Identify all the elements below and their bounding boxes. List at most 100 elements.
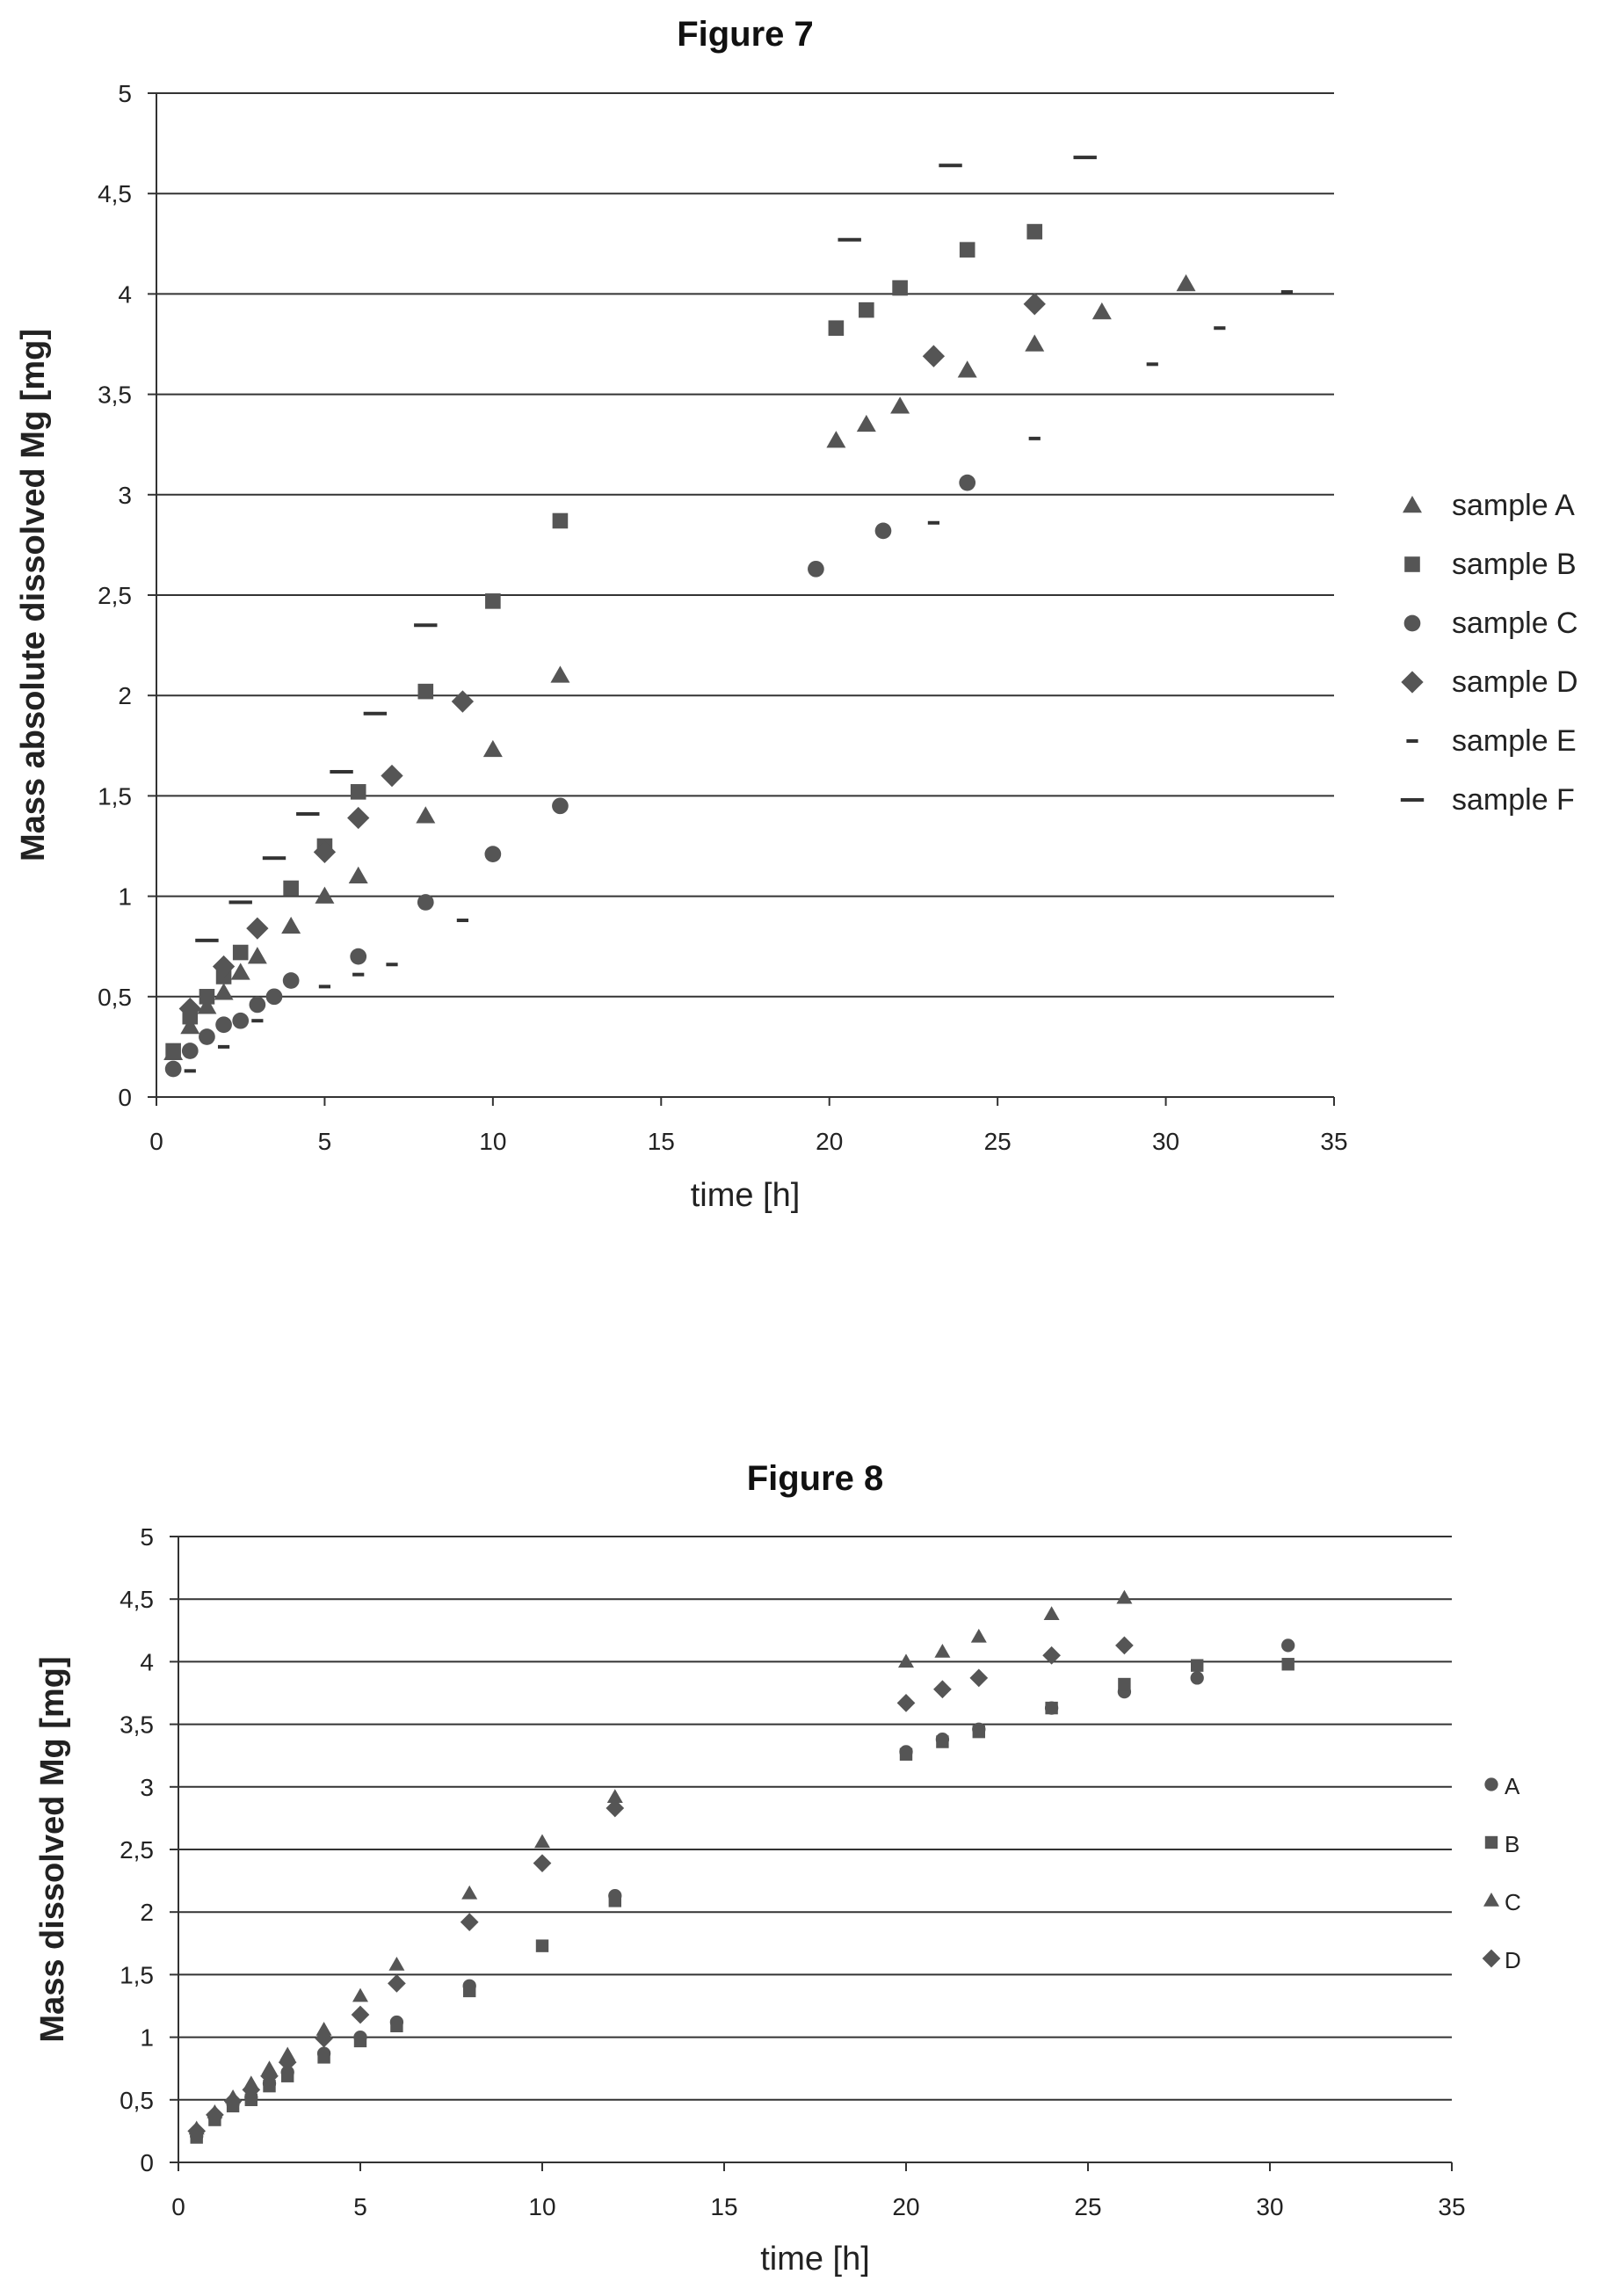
chart-2: Figure 8 0 0,5 1 1,5 2 2,5 3 3,5 4 4,5 5 0 5 10 15 20 25 3… [34,1459,1521,2278]
data-point [315,2029,333,2048]
x-tick-label: 10 [479,1128,506,1155]
data-point [249,996,266,1014]
y-tick-label: 4,5 [98,180,132,207]
data-point [1028,436,1041,440]
x-tick-label: 0 [171,2193,185,2220]
y-tick-label: 1 [140,2024,154,2052]
data-point [1118,1677,1131,1691]
data-point [890,396,910,414]
data-point [606,1789,623,1803]
data-point [1281,1658,1295,1671]
legend-label: sample C [1452,607,1578,640]
data-point [417,894,434,911]
data-point [534,1834,550,1849]
y-tick-label: 4,5 [120,1586,154,1613]
data-point [859,302,874,318]
data-point [330,769,353,774]
data-point [461,1885,478,1900]
legend-marker [1401,671,1424,694]
data-point [606,1798,625,1818]
x-tick-label: 25 [1074,2193,1101,2220]
data-point [283,880,299,897]
x-axis-title: time [h] [760,2241,870,2278]
x-tick-label: 10 [528,2193,555,2220]
data-point [874,522,892,540]
x-tick-label: 15 [710,2193,737,2220]
x-tick-label: 15 [648,1128,675,1155]
data-point [1026,223,1043,240]
data-point [247,947,267,964]
data-point [212,955,236,978]
x-axis-title: time [h] [691,1177,801,1214]
data-point [278,2053,297,2072]
legend-label: sample F [1452,783,1575,817]
data-point [180,1017,200,1035]
data-point [972,1725,985,1739]
legend-label: sample E [1452,724,1577,758]
data-point [232,944,249,961]
legend-marker [1484,1835,1498,1849]
data-point [1176,273,1196,292]
data-point [386,963,398,967]
legend-label: C [1505,1889,1521,1915]
legend-label: sample A [1452,489,1575,522]
x-tick-label: 0 [149,1128,163,1155]
x-tick-label: 25 [984,1128,1012,1155]
data-point [348,866,368,884]
data-point [347,806,370,830]
data-point [535,1939,549,1952]
legend-marker [1483,1893,1499,1907]
data-point [350,948,367,965]
data-point [351,2005,370,2024]
data-point [215,1016,232,1034]
data-point [164,1060,182,1078]
legend-label: A [1505,1773,1520,1799]
data-point [184,1069,196,1073]
data-point [199,1028,215,1045]
data-point [1045,1701,1058,1715]
x-tick-label: 30 [1256,2193,1283,2220]
data-point [315,886,335,904]
data-point [456,919,468,923]
series-2 [190,1658,1295,2144]
data-point [352,972,365,977]
data-point [381,764,403,788]
data-point [826,431,846,448]
data-point [1281,1638,1295,1653]
legend-label: B [1505,1831,1519,1857]
chart-1: Figure 7 0 0,5 1 1,5 2 2,5 3 3,5 4 4,5 5 0 5 10 15 20 25 3… [15,15,1578,1214]
data-point [808,560,824,578]
series-1 [190,1638,1295,2143]
y-tick-label: 1,5 [98,782,132,810]
x-tick-label: 30 [1152,1128,1179,1155]
series-6 [195,156,1097,942]
y-tick-label: 2,5 [98,582,132,609]
data-point [1116,1589,1133,1604]
data-point [550,665,570,683]
y-tick-label: 3 [140,1774,154,1801]
data-point [265,988,283,1006]
series-4 [178,293,1046,1021]
data-point [899,1747,913,1761]
data-point [482,739,503,758]
data-point [927,520,939,525]
data-point [260,2067,279,2086]
legend-label: sample D [1452,665,1578,699]
data-point [1146,362,1158,367]
data-point [232,1012,250,1029]
data-point [959,242,975,258]
chart-title: Figure 8 [747,1459,884,1498]
data-point [228,900,252,905]
y-axis-title: Mass absolute dissolved Mg [mg] [15,329,52,861]
data-point [451,690,475,713]
y-tick-label: 1,5 [120,1961,154,1988]
data-point [199,989,215,1005]
data-point [296,811,320,816]
legend-marker [1403,614,1421,632]
data-point [1043,1606,1060,1621]
data-point [178,997,201,1021]
data-point [353,2034,367,2048]
y-tick-label: 0 [118,1084,132,1111]
data-point [206,2105,224,2125]
legend-marker [1484,1777,1498,1791]
